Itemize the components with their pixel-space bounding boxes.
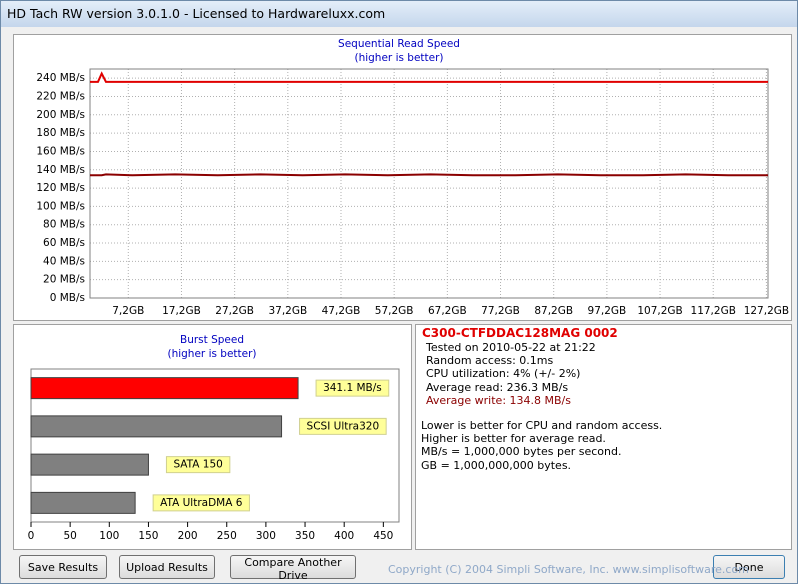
x-tick-label: 117,2GB: [691, 305, 736, 317]
bar: [30, 453, 149, 476]
note-line: Higher is better for average read.: [421, 432, 606, 446]
detail-line: Random access: 0.1ms: [426, 354, 554, 368]
details: Tested on 2010-05-22 at 21:22 Random acce…: [426, 341, 596, 407]
window-title: HD Tach RW version 3.0.1.0 - Licensed to…: [7, 6, 386, 21]
x-tick-label: 7,2GB: [112, 305, 144, 317]
data-line: [90, 173, 768, 177]
x-tick-label: 127,2GB: [744, 305, 789, 317]
label-box: [315, 379, 390, 397]
chart-title: Burst Speed: [180, 334, 244, 346]
x-tick-label: 87,2GB: [534, 305, 573, 317]
note-line: Lower is better for CPU and random acces…: [421, 419, 663, 432]
x-tick-label: 77,2GB: [481, 305, 520, 317]
x-tick-label: 107,2GB: [637, 305, 682, 317]
y-tick-label: 160 MB/s: [36, 145, 85, 157]
plot-frame: [89, 68, 769, 299]
x-tick-label: 0: [28, 530, 35, 542]
y-tick-label: 20 MB/s: [43, 274, 85, 286]
x-tick-label: 400: [334, 530, 354, 542]
bar-label: SATA 150: [173, 459, 222, 471]
bar: [30, 377, 299, 400]
detail-line: Average write: 134.8 MB/s: [426, 393, 571, 407]
bar-label: ATA UltraDMA 6: [160, 497, 243, 509]
y-tick-label: 240 MB/s: [36, 72, 85, 84]
x-tick-label: 250: [217, 530, 237, 542]
compare-button[interactable]: Compare Another Drive: [230, 555, 356, 582]
bar-label: 341.1 MB/s: [323, 382, 382, 394]
x-tick-label: 57,2GB: [375, 305, 414, 317]
label-box: [152, 494, 250, 512]
title-bar: HD Tach RW version 3.0.1.0 - Licensed to…: [1, 1, 797, 27]
done-button[interactable]: Done: [713, 555, 785, 579]
chart-subtitle: (higher is better): [167, 348, 256, 360]
y-tick-label: 140 MB/s: [36, 164, 85, 176]
note-line: MB/s = 1,000,000 bytes per second.: [421, 445, 622, 459]
info-panel: C300-CTFDDAC128MAG 0002 Tested on 2010-0…: [415, 324, 792, 550]
x-tick-label: 27,2GB: [215, 305, 254, 317]
y-tick-label: 200 MB/s: [36, 109, 85, 121]
upload-button[interactable]: Upload Results: [119, 555, 215, 579]
detail-line: CPU utilization: 4% (+/- 2%): [426, 367, 581, 381]
note-line: GB = 1,000,000,000 bytes.: [421, 458, 572, 472]
bar: [30, 415, 283, 438]
x-tick-label: 37,2GB: [268, 305, 307, 317]
x-tick-label: 97,2GB: [588, 305, 627, 317]
chart-subtitle: (higher is better): [354, 52, 443, 64]
notes: Lower is better for CPU and random acces…: [421, 419, 662, 472]
detail-line: Average read: 236.3 MB/s: [426, 380, 569, 394]
x-tick-label: 17,2GB: [162, 305, 201, 317]
bar: [30, 491, 136, 514]
y-tick-label: 80 MB/s: [43, 219, 85, 231]
x-tick-label: 67,2GB: [428, 305, 467, 317]
drive-name: C300-CTFDDAC128MAG 0002: [422, 326, 618, 340]
x-tick-label: 150: [138, 530, 158, 542]
y-tick-label: 60 MB/s: [43, 237, 85, 249]
y-tick-label: 220 MB/s: [36, 90, 85, 102]
x-tick-label: 450: [373, 530, 393, 542]
label-box: [165, 456, 231, 474]
plot-frame: [30, 368, 400, 523]
y-tick-label: 180 MB/s: [36, 127, 85, 139]
y-tick-label: 100 MB/s: [36, 200, 85, 212]
y-tick-label: 120 MB/s: [36, 182, 85, 194]
x-tick-label: 47,2GB: [322, 305, 361, 317]
x-tick-label: 50: [63, 530, 76, 542]
x-tick-label: 200: [178, 530, 198, 542]
bar-label: SCSI Ultra320: [307, 420, 380, 432]
x-tick-label: 300: [256, 530, 276, 542]
y-tick-label: 40 MB/s: [43, 255, 85, 267]
x-tick-label: 350: [295, 530, 315, 542]
chart-title: Sequential Read Speed: [338, 38, 460, 50]
detail-line: Tested on 2010-05-22 at 21:22: [426, 341, 596, 354]
y-tick-label: 0 MB/s: [50, 292, 85, 304]
x-tick-label: 100: [99, 530, 119, 542]
label-box: [299, 417, 387, 435]
data-line: [90, 71, 768, 83]
copyright: Copyright (C) 2004 Simpli Software, Inc.…: [388, 563, 749, 576]
save-button[interactable]: Save Results: [19, 555, 107, 579]
